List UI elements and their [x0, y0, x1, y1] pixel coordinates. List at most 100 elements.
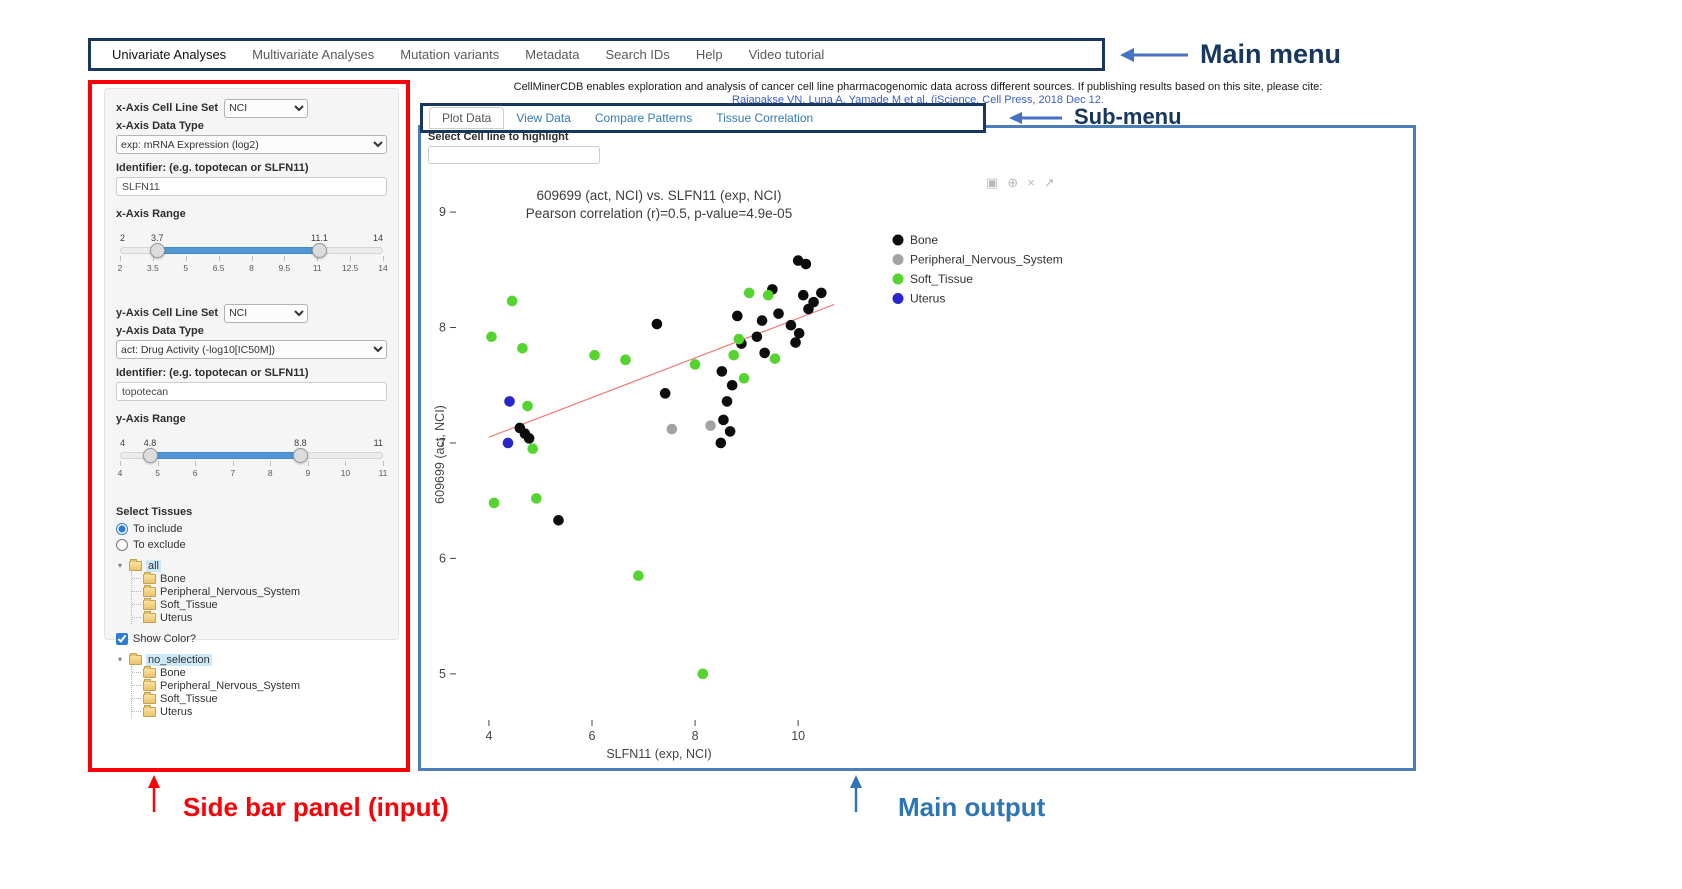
tissue-exclude-option[interactable]: To exclude — [116, 537, 387, 553]
menu-item-mutation-variants[interactable]: Mutation variants — [400, 47, 500, 62]
tree-node-soft-tissue[interactable]: Soft_Tissue — [132, 691, 387, 705]
data-point-soft-tissue[interactable] — [633, 570, 644, 582]
legend-label-peripheral-nervous-system[interactable]: Peripheral_Nervous_System — [910, 253, 1063, 267]
data-point-bone[interactable] — [798, 289, 809, 301]
menu-item-multivariate-analyses[interactable]: Multivariate Analyses — [252, 47, 375, 62]
expand-icon[interactable]: ↗ — [1043, 175, 1055, 190]
x-identifier-input[interactable] — [116, 177, 387, 196]
tree-node-all[interactable]: ▾ all — [118, 558, 162, 572]
data-point-bone[interactable] — [751, 331, 763, 343]
data-point-soft-tissue[interactable] — [743, 287, 755, 299]
tissue-include-option[interactable]: To include — [116, 521, 387, 537]
y-identifier-input[interactable] — [116, 382, 387, 401]
data-point-bone[interactable] — [553, 514, 564, 526]
data-point-soft-tissue[interactable] — [527, 443, 539, 455]
data-point-bone[interactable] — [732, 310, 743, 322]
data-point-soft-tissue[interactable] — [589, 349, 600, 361]
legend-label-bone[interactable]: Bone — [910, 233, 938, 247]
tree-node-bone[interactable]: Bone — [132, 665, 387, 679]
tree-node-soft-tissue[interactable]: Soft_Tissue — [132, 597, 387, 611]
legend-marker-soft-tissue[interactable] — [892, 273, 904, 285]
close-icon[interactable]: × — [1027, 175, 1035, 190]
menu-item-metadata[interactable]: Metadata — [525, 47, 580, 62]
tree-toggle-icon[interactable]: ▾ — [118, 655, 123, 664]
data-point-bone[interactable] — [523, 433, 535, 444]
slider-handle-from[interactable] — [143, 448, 159, 463]
menu-item-univariate-analyses[interactable]: Univariate Analyses — [112, 47, 227, 62]
data-point-soft-tissue[interactable] — [738, 373, 750, 384]
data-point-bone[interactable] — [790, 337, 801, 348]
data-point-soft-tissue[interactable] — [728, 349, 740, 361]
data-point-peripheral-nervous-system[interactable] — [705, 420, 716, 431]
legend-label-uterus[interactable]: Uterus — [910, 292, 945, 306]
slider-handle-to[interactable] — [312, 243, 328, 258]
data-point-uterus[interactable] — [502, 437, 514, 449]
data-point-bone[interactable] — [816, 287, 827, 299]
data-point-soft-tissue[interactable] — [506, 295, 518, 307]
data-point-soft-tissue[interactable] — [486, 331, 497, 343]
data-point-bone[interactable] — [715, 437, 727, 449]
data-point-soft-tissue[interactable] — [697, 668, 709, 680]
data-point-bone[interactable] — [721, 396, 733, 407]
data-point-soft-tissue[interactable] — [522, 400, 533, 412]
data-point-soft-tissue[interactable] — [620, 354, 631, 366]
legend-label-soft-tissue[interactable]: Soft_Tissue — [910, 272, 973, 286]
data-point-soft-tissue[interactable] — [689, 359, 701, 370]
tab-plot-data[interactable]: Plot Data — [429, 107, 505, 129]
legend-marker-peripheral-nervous-system[interactable] — [892, 254, 904, 265]
x-cell-line-set-select[interactable]: NCI — [224, 98, 309, 118]
data-point-bone[interactable] — [773, 308, 784, 319]
data-point-bone[interactable] — [800, 258, 812, 270]
tab-view-data[interactable]: View Data — [516, 111, 571, 125]
menu-item-search-ids[interactable]: Search IDs — [605, 47, 670, 62]
slider-handle-to[interactable] — [293, 448, 309, 463]
menu-item-video-tutorial[interactable]: Video tutorial — [748, 47, 825, 62]
tree-node-peripheral-nervous-system[interactable]: Peripheral_Nervous_System — [132, 678, 387, 692]
data-point-bone[interactable] — [793, 327, 805, 339]
show-color-option[interactable]: Show Color? — [116, 631, 387, 647]
scatter-plot[interactable]: 609699 (act, NCI) vs. SLFN11 (exp, NCI) P… — [430, 168, 1415, 768]
data-point-soft-tissue[interactable] — [733, 333, 745, 345]
annotation-main-output: Main output — [898, 792, 1046, 822]
data-point-soft-tissue[interactable] — [769, 353, 781, 364]
zoom-in-icon[interactable]: ⊕ — [1007, 175, 1019, 190]
slider-handle-from[interactable] — [150, 243, 166, 258]
data-point-bone[interactable] — [716, 366, 728, 377]
menu-item-help[interactable]: Help — [695, 47, 723, 62]
data-point-uterus[interactable] — [504, 396, 515, 407]
data-point-peripheral-nervous-system[interactable] — [666, 423, 678, 435]
x-range-slider[interactable]: 2 14 3.7 11.1 2 3.5 5 6.5 8 9.5 11 12.5 14 — [118, 233, 388, 279]
tree-node-uterus[interactable]: Uterus — [132, 704, 387, 718]
data-point-soft-tissue[interactable] — [517, 343, 528, 354]
x-data-type-select[interactable]: exp: mRNA Expression (log2) — [116, 135, 387, 154]
show-color-checkbox[interactable] — [116, 633, 128, 645]
tab-compare-patterns[interactable]: Compare Patterns — [594, 111, 693, 125]
data-point-bone[interactable] — [651, 318, 663, 330]
data-point-soft-tissue[interactable] — [531, 493, 542, 504]
camera-icon[interactable]: ▣ — [986, 175, 999, 190]
tab-tissue-correlation[interactable]: Tissue Correlation — [716, 111, 814, 125]
data-point-bone[interactable] — [659, 388, 671, 399]
y-cell-line-set-select[interactable]: NCI — [224, 303, 309, 323]
legend-marker-bone[interactable] — [892, 234, 904, 246]
data-point-bone[interactable] — [759, 347, 770, 359]
data-point-bone[interactable] — [756, 315, 768, 326]
data-point-bone[interactable] — [726, 379, 738, 391]
y-data-type-select[interactable]: act: Drug Activity (-log10[IC50M]) — [116, 340, 387, 359]
highlight-cell-line-input[interactable] — [428, 146, 600, 164]
legend-marker-uterus[interactable] — [892, 293, 904, 304]
tree-toggle-icon[interactable]: ▾ — [118, 561, 123, 570]
data-point-bone[interactable] — [803, 303, 814, 315]
tree-node-no-selection[interactable]: ▾ no_selection — [118, 652, 212, 666]
tree-node-bone[interactable]: Bone — [132, 571, 387, 585]
tissue-include-radio[interactable] — [116, 523, 128, 535]
tissue-exclude-radio[interactable] — [116, 539, 128, 551]
tree-node-uterus[interactable]: Uterus — [132, 610, 387, 624]
data-point-bone[interactable] — [724, 426, 736, 437]
data-point-bone[interactable] — [785, 319, 797, 331]
data-point-soft-tissue[interactable] — [762, 289, 774, 301]
tree-node-peripheral-nervous-system[interactable]: Peripheral_Nervous_System — [132, 584, 387, 598]
data-point-soft-tissue[interactable] — [488, 497, 500, 509]
data-point-bone[interactable] — [718, 414, 729, 426]
y-range-slider[interactable]: 4 11 4.8 8.8 4 5 6 7 8 9 10 11 — [118, 438, 387, 484]
